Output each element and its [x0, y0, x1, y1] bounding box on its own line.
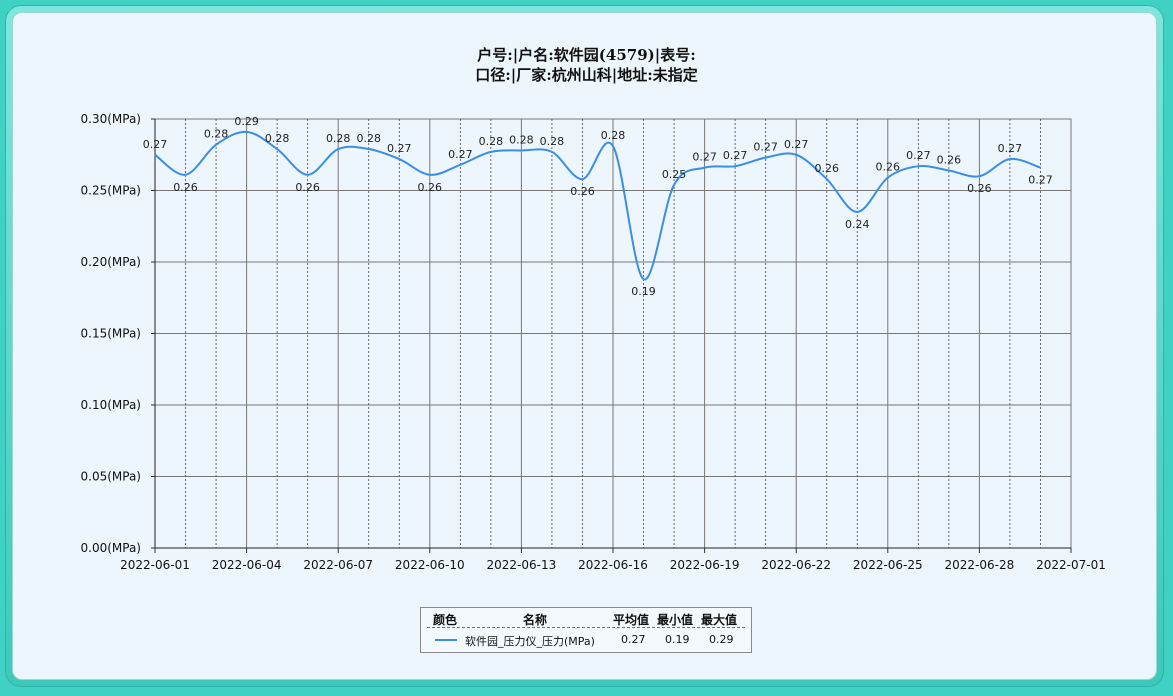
x-tick-label: 2022-07-01	[1036, 558, 1106, 572]
data-label: 0.28	[509, 133, 534, 146]
data-label: 0.27	[1028, 174, 1053, 187]
data-labels: 0.27 0.26 0.28 0.29 0.28 0.26 0.28 0.28 0.27 0.26…	[143, 115, 1053, 298]
legend-table: 颜色 名称 平均值 最小值 最大值 软件园_压力仪_压力(MPa) 0.27 0…	[420, 607, 752, 653]
legend-series-name: 软件园_压力仪_压力(MPa)	[465, 635, 595, 648]
series-layer	[154, 130, 1041, 281]
y-tick-label: 0.00(MPa)	[81, 541, 142, 555]
data-label: 0.26	[418, 181, 443, 194]
data-label: 0.28	[540, 135, 565, 148]
legend-series-swatch	[435, 639, 457, 641]
legend-header-color: 颜色	[433, 613, 458, 627]
x-tick-label: 2022-06-22	[761, 558, 831, 572]
data-label: 0.26	[295, 181, 320, 194]
x-tick-label: 2022-06-19	[670, 558, 740, 572]
grid	[154, 118, 1072, 549]
data-label: 0.27	[784, 138, 809, 151]
y-tick-label: 0.25(MPa)	[81, 184, 142, 198]
data-label: 0.27	[753, 141, 778, 154]
x-tick-label: 2022-06-07	[303, 558, 373, 572]
y-tick-label: 0.05(MPa)	[81, 470, 142, 484]
data-label: 0.26	[876, 161, 901, 174]
y-tick-label: 0.20(MPa)	[81, 255, 142, 269]
x-tick-label: 2022-06-01	[120, 558, 190, 572]
data-label: 0.26	[570, 185, 595, 198]
data-label: 0.28	[601, 129, 626, 142]
chart-title-line2: 口径:|厂家:杭州山科|地址:未指定	[475, 66, 698, 84]
data-label: 0.24	[845, 218, 870, 231]
y-tick-label: 0.30(MPa)	[81, 112, 142, 126]
y-tick-label: 0.15(MPa)	[81, 327, 142, 341]
chart-title-line1: 户号:|户名:软件园(4579)|表号:	[477, 46, 696, 64]
data-label: 0.27	[387, 142, 412, 155]
data-label: 0.26	[173, 181, 198, 194]
legend-header-max: 最大值	[701, 613, 738, 627]
x-tick-label: 2022-06-10	[395, 558, 465, 572]
chart-panel	[12, 12, 1157, 680]
data-label: 0.29	[234, 115, 259, 128]
legend-header-name: 名称	[523, 613, 548, 627]
data-label: 0.26	[937, 153, 962, 166]
legend-series-avg: 0.27	[621, 633, 646, 646]
x-tick-label: 2022-06-25	[853, 558, 923, 572]
x-tick-label: 2022-06-04	[212, 558, 282, 572]
x-tick-label: 2022-06-28	[945, 558, 1015, 572]
legend-series-min: 0.19	[665, 633, 690, 646]
data-label: 0.27	[448, 148, 473, 161]
data-label: 0.19	[631, 285, 656, 298]
data-label: 0.27	[143, 138, 168, 151]
y-tick-label: 0.10(MPa)	[81, 398, 142, 412]
x-tick-label: 2022-06-16	[578, 558, 648, 572]
series-line	[154, 130, 1041, 281]
data-label: 0.27	[723, 149, 748, 162]
data-label: 0.27	[998, 142, 1023, 155]
legend-header-avg: 平均值	[613, 613, 650, 627]
legend-separator	[427, 627, 745, 628]
data-label: 0.28	[326, 132, 351, 145]
data-label: 0.25	[662, 168, 687, 181]
data-label: 0.27	[692, 151, 717, 164]
data-label: 0.28	[356, 132, 381, 145]
data-label: 0.28	[479, 135, 504, 148]
data-label: 0.27	[906, 149, 931, 162]
axes: 0.00(MPa) 0.05(MPa) 0.10(MPa) 0.15(MPa) 0.20…	[81, 112, 1106, 572]
data-label: 0.28	[265, 132, 290, 145]
data-label: 0.26	[967, 182, 992, 195]
data-label: 0.26	[814, 162, 839, 175]
x-tick-label: 2022-06-13	[487, 558, 557, 572]
legend-header-min: 最小值	[657, 613, 694, 627]
data-label: 0.28	[204, 128, 229, 141]
legend-series-max: 0.29	[709, 633, 734, 646]
